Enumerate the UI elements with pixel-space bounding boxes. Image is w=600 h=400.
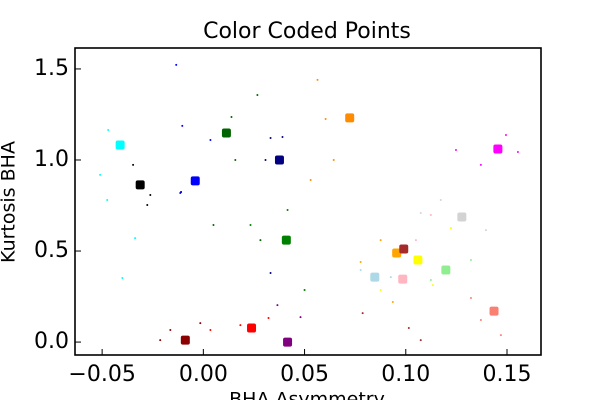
point bbox=[267, 317, 270, 320]
point bbox=[269, 136, 272, 139]
point bbox=[309, 179, 312, 182]
point bbox=[419, 211, 422, 214]
center-point bbox=[398, 274, 408, 284]
center-point bbox=[413, 255, 423, 265]
point bbox=[484, 229, 487, 232]
point bbox=[149, 193, 152, 196]
point bbox=[276, 304, 279, 307]
center-point bbox=[283, 337, 293, 347]
y-tick-label: 1.5 bbox=[34, 56, 69, 81]
point bbox=[256, 93, 259, 96]
point bbox=[479, 163, 482, 166]
point bbox=[132, 163, 135, 166]
point bbox=[516, 150, 519, 153]
point bbox=[359, 268, 362, 271]
point bbox=[407, 327, 410, 330]
point bbox=[303, 288, 306, 291]
point bbox=[389, 276, 392, 279]
center-point bbox=[457, 212, 467, 222]
point bbox=[429, 278, 432, 281]
point bbox=[175, 63, 178, 66]
point bbox=[469, 258, 472, 261]
point bbox=[230, 116, 233, 119]
center-point bbox=[345, 113, 355, 123]
point bbox=[209, 138, 212, 141]
point bbox=[106, 199, 109, 202]
point bbox=[454, 148, 457, 151]
center-point bbox=[180, 335, 190, 345]
center-point bbox=[135, 180, 145, 190]
y-tick-label: 0.5 bbox=[34, 238, 69, 263]
plot-frame bbox=[74, 47, 542, 356]
point bbox=[234, 158, 237, 161]
point bbox=[324, 118, 327, 121]
point bbox=[121, 276, 124, 279]
center-point bbox=[399, 244, 409, 254]
point bbox=[431, 284, 434, 287]
point bbox=[146, 203, 149, 206]
point bbox=[259, 239, 262, 242]
point bbox=[286, 209, 289, 212]
center-point bbox=[247, 323, 257, 333]
point bbox=[419, 339, 422, 342]
point bbox=[169, 329, 172, 332]
point bbox=[212, 223, 215, 226]
x-tick-label: 0.10 bbox=[381, 362, 430, 387]
point bbox=[264, 158, 267, 161]
point bbox=[159, 339, 162, 342]
y-tick-label: 1.0 bbox=[34, 147, 69, 172]
x-tick-label: −0.05 bbox=[68, 362, 135, 387]
center-point bbox=[493, 144, 503, 154]
x-tick-label: 0.05 bbox=[280, 362, 329, 387]
point bbox=[332, 158, 335, 161]
chart-title: Color Coded Points bbox=[203, 19, 411, 44]
center-point bbox=[115, 140, 125, 150]
point bbox=[299, 316, 302, 319]
point bbox=[469, 297, 472, 300]
point bbox=[429, 213, 432, 216]
point bbox=[99, 173, 102, 176]
point bbox=[499, 334, 502, 337]
point bbox=[391, 301, 394, 304]
point bbox=[249, 223, 252, 226]
x-tick-label: 0.00 bbox=[179, 362, 228, 387]
center-point bbox=[190, 176, 200, 186]
center-point bbox=[281, 235, 291, 245]
y-axis-label: Kurtosis BHA bbox=[0, 141, 20, 263]
y-tick-label: 0.0 bbox=[34, 329, 69, 354]
center-point bbox=[274, 155, 284, 165]
point bbox=[107, 128, 110, 131]
x-axis-label: BHA Asymmetry bbox=[229, 389, 385, 400]
point bbox=[359, 260, 362, 263]
center-point bbox=[489, 306, 499, 316]
point bbox=[181, 124, 184, 127]
point bbox=[134, 237, 137, 240]
point bbox=[479, 319, 482, 322]
point bbox=[179, 191, 182, 194]
point bbox=[281, 136, 284, 139]
center-point bbox=[441, 265, 451, 275]
point bbox=[504, 134, 507, 137]
point bbox=[269, 272, 272, 275]
point bbox=[449, 227, 452, 230]
point bbox=[379, 288, 382, 291]
point bbox=[414, 239, 417, 242]
point bbox=[361, 312, 364, 315]
point bbox=[439, 199, 442, 202]
center-point bbox=[370, 272, 380, 282]
point bbox=[209, 329, 212, 332]
x-tick-label: 0.15 bbox=[482, 362, 531, 387]
center-point bbox=[392, 248, 402, 258]
point bbox=[199, 322, 202, 325]
center-point bbox=[221, 128, 231, 138]
point bbox=[379, 239, 382, 242]
point bbox=[316, 78, 319, 81]
point bbox=[239, 324, 242, 327]
